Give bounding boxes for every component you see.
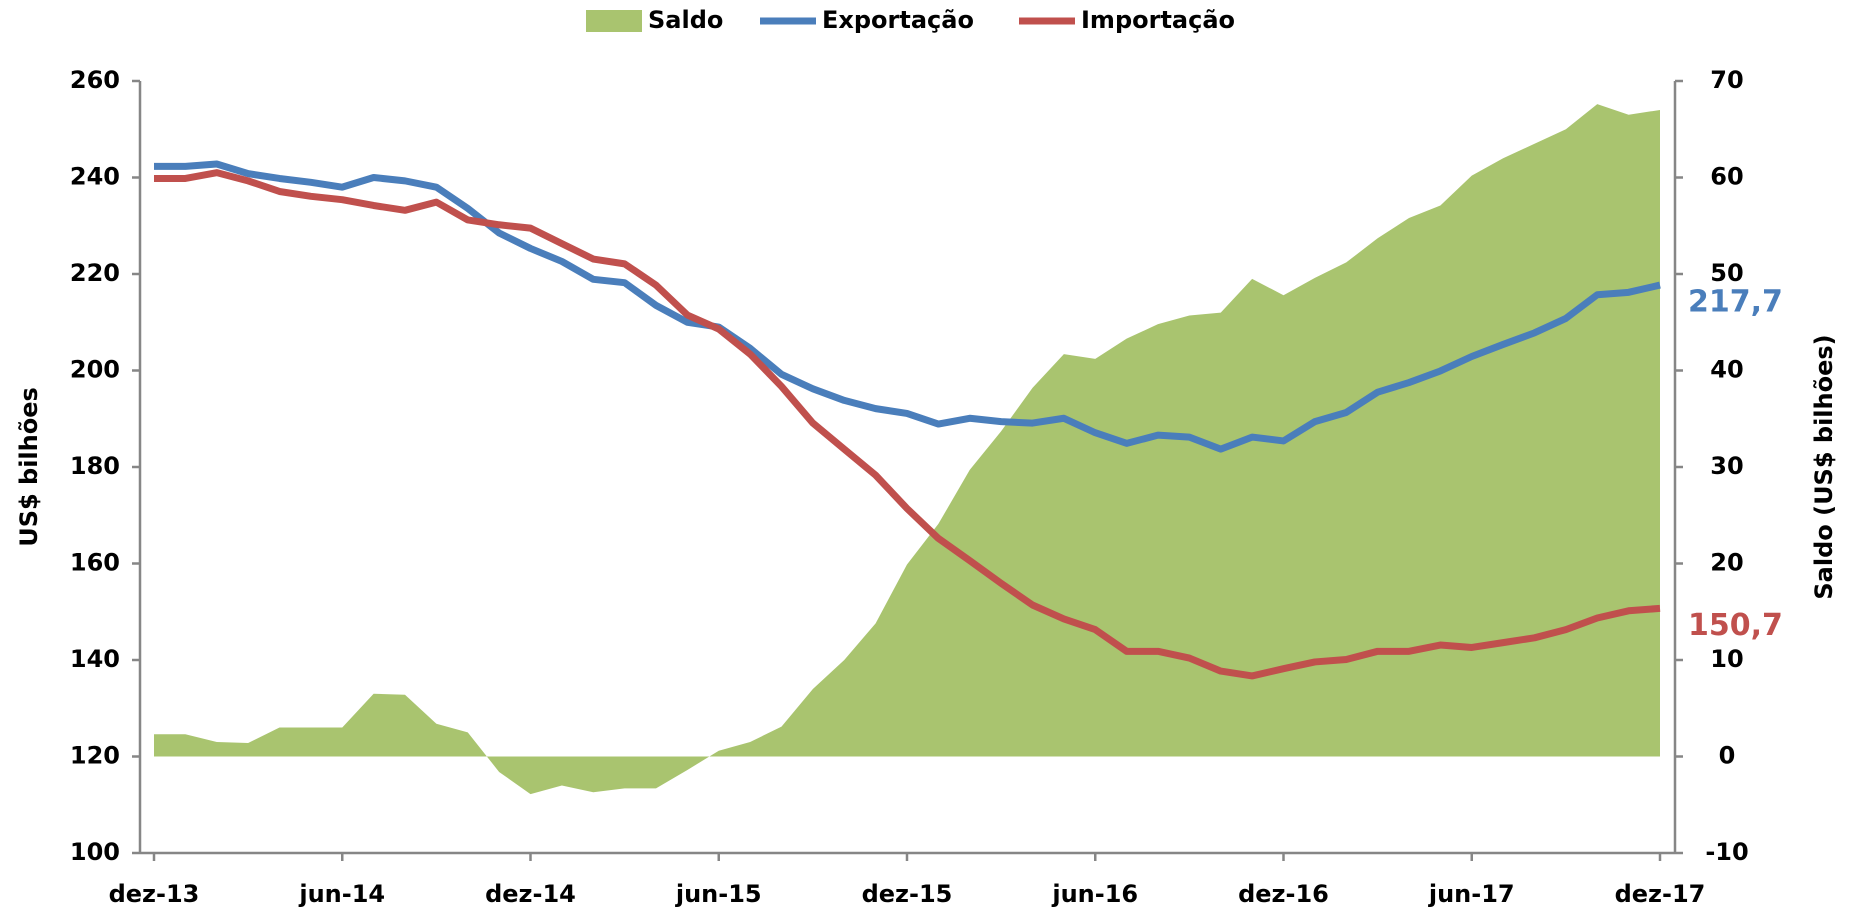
- y-tick-label: 160: [70, 549, 120, 577]
- line: [154, 169, 1661, 680]
- y-tick-label: 100: [70, 838, 120, 866]
- legend-label: Exportação: [822, 6, 974, 34]
- x-tick-label: jun-17: [1428, 880, 1515, 908]
- legend-label: Importação: [1081, 6, 1235, 34]
- y-axis-label: US$ bilhões: [15, 387, 43, 547]
- x-tick-label: jun-14: [298, 880, 385, 908]
- x-tick-label: dez-15: [862, 880, 953, 908]
- y2-tick-label: 10: [1710, 645, 1743, 673]
- x-tick-label: jun-16: [1051, 880, 1138, 908]
- x-tick-label: dez-17: [1615, 880, 1706, 908]
- y-tick-label: 240: [70, 163, 120, 191]
- legend-swatch: [586, 10, 642, 32]
- y-tick-label: 220: [70, 259, 120, 287]
- line: [154, 160, 1661, 453]
- y2-tick-label: 0: [1719, 742, 1736, 770]
- value-label: 217,7: [1688, 285, 1783, 320]
- y2-tick-label: 60: [1710, 163, 1743, 191]
- y2-axis-label: Saldo (US$ bilhões): [1810, 334, 1838, 599]
- y2-tick-label: 40: [1710, 356, 1743, 384]
- y2-tick-label: 30: [1710, 452, 1743, 480]
- y2-tick-label: 20: [1710, 549, 1743, 577]
- x-tick-label: dez-14: [485, 880, 576, 908]
- x-tick-label: dez-16: [1238, 880, 1329, 908]
- y-tick-label: 200: [70, 356, 120, 384]
- y-tick-label: 120: [70, 742, 120, 770]
- y-tick-label: 180: [70, 452, 120, 480]
- y2-tick-label: 70: [1710, 66, 1743, 94]
- x-tick-label: dez-13: [109, 880, 200, 908]
- y2-tick-label: -10: [1705, 838, 1748, 866]
- y-tick-label: 140: [70, 645, 120, 673]
- value-label: 150,7: [1688, 608, 1783, 643]
- legend-label: Saldo: [648, 6, 723, 34]
- area: [154, 104, 1660, 795]
- y-tick-label: 260: [70, 66, 120, 94]
- x-tick-label: jun-15: [675, 880, 762, 908]
- y2-tick-label: 50: [1710, 259, 1743, 287]
